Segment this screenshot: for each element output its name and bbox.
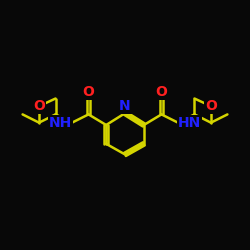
Text: N: N [119,99,131,113]
Text: O: O [156,84,168,98]
Text: NH: NH [49,116,72,130]
Text: HN: HN [178,116,201,130]
Text: O: O [205,99,217,113]
Text: O: O [33,99,45,113]
Text: O: O [82,84,94,98]
